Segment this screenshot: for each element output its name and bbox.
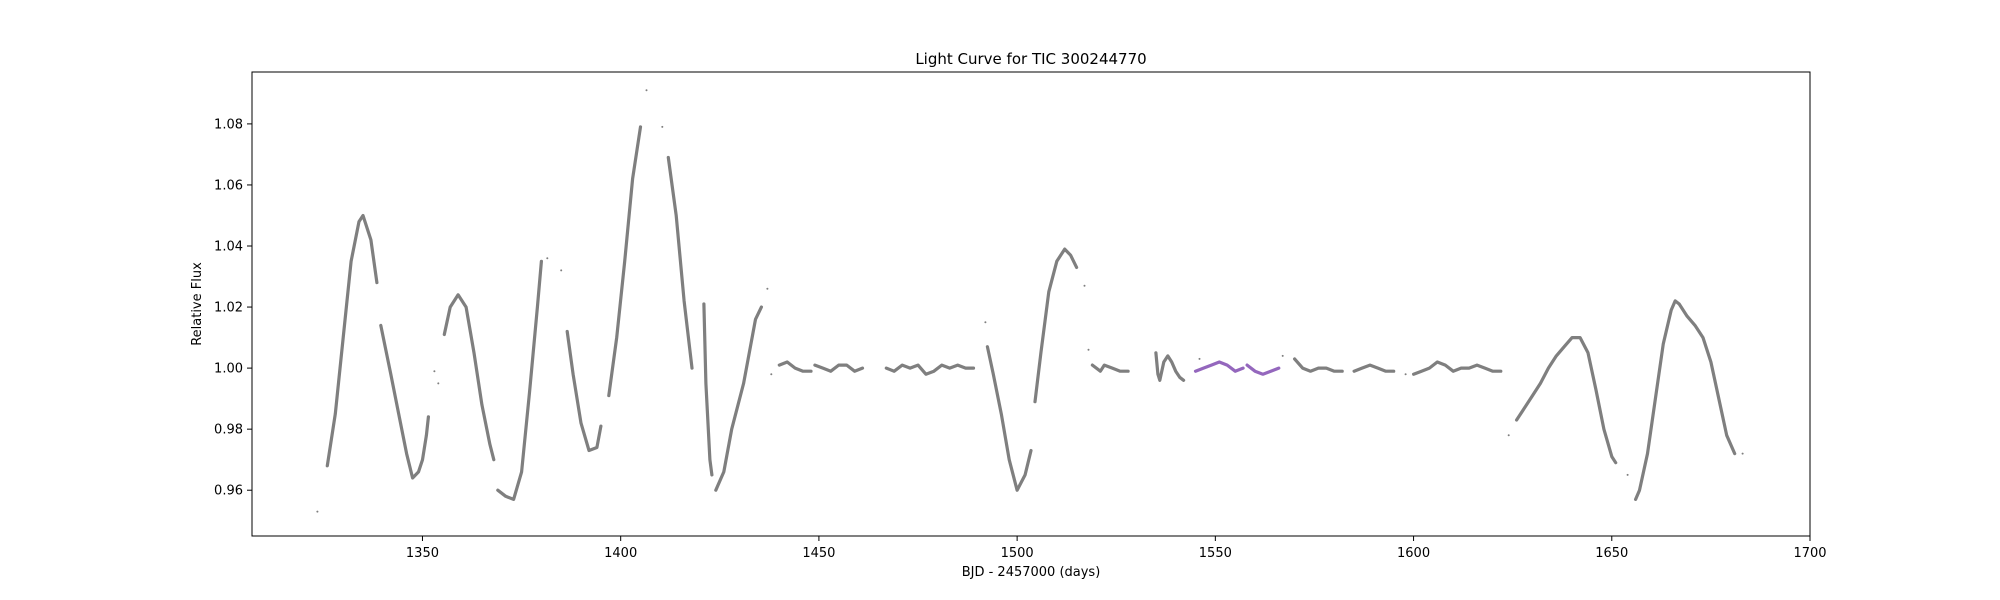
series-0-segment-16 (1293, 357, 1344, 373)
y-tick-label: 1.04 (214, 240, 243, 255)
x-tick-label: 1600 (1397, 546, 1430, 561)
y-tick-label: 0.98 (214, 423, 243, 438)
x-tick-label: 1450 (802, 546, 835, 561)
x-tick-label: 1650 (1595, 546, 1628, 561)
series-0-segment-0 (325, 213, 379, 468)
series-0-segment-17 (1352, 363, 1396, 373)
series-0-segment-19 (1515, 336, 1618, 465)
series-0-segment-5 (607, 125, 643, 398)
x-axis: 1350 1400 1450 1500 1550 1600 1650 1700 (406, 536, 1827, 561)
series-0-point-17 (1741, 452, 1744, 455)
series-0-point-1 (433, 370, 436, 373)
series-0-point-9 (984, 321, 987, 324)
plot-area (316, 89, 1744, 513)
y-tick-label: 1.06 (214, 178, 243, 193)
series-0-segment-14 (1090, 363, 1130, 373)
series-0-point-5 (645, 89, 648, 92)
series-0-point-6 (661, 125, 664, 128)
series-0-segment-11 (884, 363, 976, 376)
chart-title: Light Curve for TIC 300244770 (915, 50, 1146, 68)
series-0-segment-6 (666, 155, 694, 370)
series-0-point-12 (1198, 357, 1201, 360)
x-tick-label: 1400 (604, 546, 637, 561)
y-tick-label: 1.00 (214, 362, 243, 377)
series-1-segment-0 (1193, 360, 1245, 373)
series-0-segment-12 (985, 345, 1033, 492)
series-0-point-2 (437, 382, 440, 385)
series-0-point-7 (766, 287, 769, 290)
series-0-segment-2 (442, 293, 496, 462)
series-0-point-15 (1507, 434, 1510, 437)
x-tick-label: 1700 (1793, 546, 1826, 561)
series-0-point-4 (560, 269, 563, 272)
series-0-point-16 (1626, 473, 1629, 476)
series-1-segment-1 (1245, 363, 1281, 376)
x-tick-label: 1550 (1199, 546, 1232, 561)
series-0-point-0 (316, 510, 319, 513)
y-axis-label: Relative Flux (190, 262, 205, 346)
series-0-segment-4 (565, 329, 603, 453)
series-0-segment-13 (1033, 247, 1079, 404)
x-tick-label: 1350 (406, 546, 439, 561)
x-tick-label: 1500 (1001, 546, 1034, 561)
series-0-segment-15 (1154, 351, 1186, 382)
series-0-point-14 (1404, 373, 1407, 376)
series-0-segment-9 (777, 360, 813, 373)
y-axis: 0.96 0.98 1.00 1.02 1.04 1.06 1.08 (214, 117, 252, 499)
series-0-point-8 (770, 373, 773, 376)
series-0-segment-7 (702, 302, 714, 477)
series-0-point-13 (1281, 354, 1284, 357)
y-tick-label: 1.02 (214, 301, 243, 316)
series-0-segment-18 (1412, 360, 1503, 376)
series-0-segment-3 (496, 259, 543, 501)
x-axis-label: BJD - 2457000 (days) (962, 565, 1101, 580)
series-0-point-10 (1083, 284, 1086, 287)
series-0-segment-10 (813, 363, 865, 373)
axes-frame (251, 71, 1811, 537)
series-0-segment-8 (714, 305, 763, 492)
series-0-point-3 (546, 257, 549, 260)
y-tick-label: 0.96 (214, 484, 243, 499)
series-0-point-11 (1087, 348, 1090, 351)
series-0-segment-20 (1634, 299, 1737, 501)
series-0-segment-1 (379, 323, 430, 480)
y-tick-label: 1.08 (214, 117, 243, 132)
